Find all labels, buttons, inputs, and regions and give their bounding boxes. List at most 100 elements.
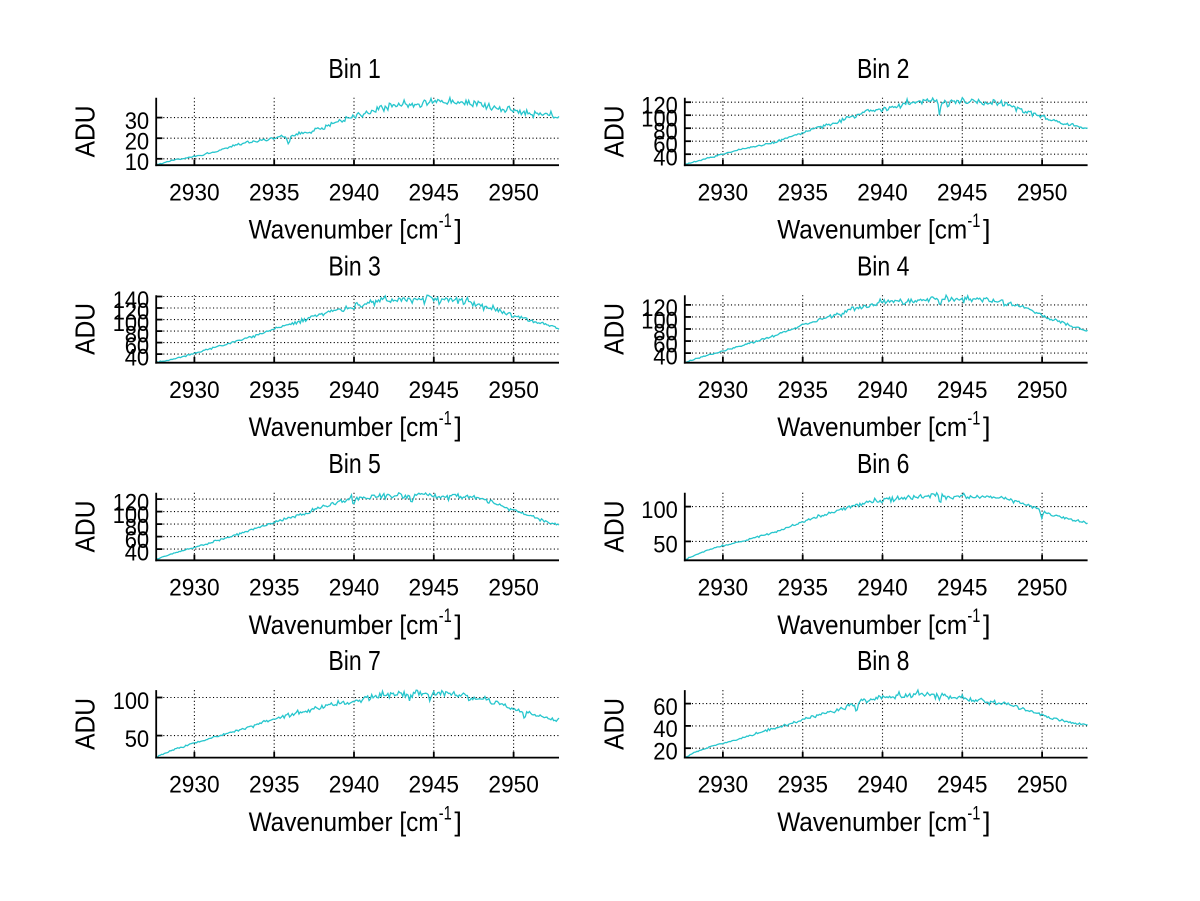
svg-text:Wavenumber [cm: Wavenumber [cm — [777, 610, 967, 640]
svg-text:Wavenumber [cm: Wavenumber [cm — [249, 215, 439, 245]
svg-text:2935: 2935 — [777, 574, 828, 601]
svg-text:100: 100 — [641, 106, 678, 133]
svg-text:2930: 2930 — [698, 772, 749, 799]
svg-text:ADU: ADU — [598, 303, 629, 355]
svg-text:]: ] — [983, 215, 990, 245]
svg-text:2945: 2945 — [937, 574, 988, 601]
svg-text:2940: 2940 — [857, 179, 908, 206]
svg-text:2945: 2945 — [409, 574, 460, 601]
svg-text:2950: 2950 — [488, 772, 539, 799]
svg-text:2940: 2940 — [329, 377, 380, 404]
svg-text:60: 60 — [653, 132, 678, 159]
svg-text:100: 100 — [113, 688, 150, 715]
svg-text:Bin 7: Bin 7 — [328, 645, 381, 676]
svg-text:120: 120 — [113, 298, 150, 325]
svg-text:2930: 2930 — [169, 772, 220, 799]
svg-text:2930: 2930 — [698, 377, 749, 404]
svg-text:Wavenumber [cm: Wavenumber [cm — [777, 215, 967, 245]
svg-text:2940: 2940 — [329, 772, 380, 799]
svg-text:]: ] — [454, 807, 461, 837]
svg-text:10: 10 — [125, 149, 150, 176]
svg-text:2945: 2945 — [409, 179, 460, 206]
svg-text:2950: 2950 — [1017, 772, 1068, 799]
svg-text:2935: 2935 — [249, 772, 300, 799]
svg-text:2950: 2950 — [488, 377, 539, 404]
svg-text:80: 80 — [653, 119, 678, 146]
svg-text:Wavenumber [cm: Wavenumber [cm — [249, 807, 439, 837]
svg-text:-1: -1 — [967, 408, 980, 430]
svg-text:Bin 5: Bin 5 — [328, 448, 381, 479]
svg-text:20: 20 — [653, 739, 678, 766]
svg-text:ADU: ADU — [598, 105, 629, 157]
svg-text:40: 40 — [653, 716, 678, 743]
svg-text:2950: 2950 — [1017, 377, 1068, 404]
svg-text:30: 30 — [125, 108, 150, 135]
svg-text:2945: 2945 — [409, 772, 460, 799]
svg-text:-1: -1 — [967, 605, 980, 627]
svg-text:Wavenumber [cm: Wavenumber [cm — [777, 412, 967, 442]
svg-text:2940: 2940 — [857, 574, 908, 601]
svg-text:2945: 2945 — [937, 772, 988, 799]
svg-text:60: 60 — [125, 527, 150, 554]
svg-text:80: 80 — [653, 319, 678, 346]
svg-text:60: 60 — [125, 333, 150, 360]
svg-text:2930: 2930 — [169, 179, 220, 206]
svg-text:40: 40 — [125, 539, 150, 566]
svg-text:-1: -1 — [439, 210, 452, 232]
svg-text:2940: 2940 — [329, 574, 380, 601]
svg-text:40: 40 — [653, 145, 678, 172]
svg-text:2945: 2945 — [937, 179, 988, 206]
svg-text:120: 120 — [641, 93, 678, 120]
svg-text:]: ] — [983, 610, 990, 640]
svg-text:]: ] — [983, 807, 990, 837]
svg-text:-1: -1 — [967, 802, 980, 824]
svg-text:2940: 2940 — [329, 179, 380, 206]
svg-text:40: 40 — [125, 344, 150, 371]
svg-text:2935: 2935 — [777, 377, 828, 404]
svg-text:]: ] — [454, 610, 461, 640]
svg-text:40: 40 — [653, 343, 678, 370]
svg-text:2930: 2930 — [698, 574, 749, 601]
svg-text:140: 140 — [113, 287, 150, 314]
svg-text:-1: -1 — [439, 802, 452, 824]
svg-text:2950: 2950 — [488, 179, 539, 206]
svg-text:20: 20 — [125, 129, 150, 156]
svg-text:100: 100 — [641, 307, 678, 334]
svg-text:Wavenumber [cm: Wavenumber [cm — [249, 610, 439, 640]
svg-text:2945: 2945 — [937, 377, 988, 404]
svg-text:-1: -1 — [439, 408, 452, 430]
svg-text:2940: 2940 — [857, 772, 908, 799]
svg-text:2950: 2950 — [1017, 574, 1068, 601]
svg-text:2935: 2935 — [249, 377, 300, 404]
svg-text:]: ] — [454, 215, 461, 245]
svg-text:80: 80 — [125, 514, 150, 541]
svg-text:120: 120 — [113, 489, 150, 516]
svg-text:2940: 2940 — [857, 377, 908, 404]
svg-text:2935: 2935 — [249, 179, 300, 206]
svg-text:Bin 1: Bin 1 — [328, 53, 381, 84]
svg-text:]: ] — [983, 412, 990, 442]
svg-text:Bin 8: Bin 8 — [857, 645, 910, 676]
svg-text:2930: 2930 — [169, 377, 220, 404]
svg-text:2930: 2930 — [169, 574, 220, 601]
svg-text:80: 80 — [125, 321, 150, 348]
svg-text:2935: 2935 — [777, 179, 828, 206]
svg-text:ADU: ADU — [70, 105, 101, 157]
svg-text:ADU: ADU — [70, 501, 101, 553]
svg-text:ADU: ADU — [70, 698, 101, 750]
svg-text:Bin 4: Bin 4 — [857, 250, 910, 281]
svg-text:50: 50 — [653, 532, 678, 559]
svg-text:2950: 2950 — [1017, 179, 1068, 206]
svg-text:ADU: ADU — [70, 303, 101, 355]
svg-text:]: ] — [454, 412, 461, 442]
svg-text:2950: 2950 — [488, 574, 539, 601]
svg-text:60: 60 — [653, 331, 678, 358]
svg-text:2930: 2930 — [698, 179, 749, 206]
svg-text:ADU: ADU — [598, 698, 629, 750]
svg-text:ADU: ADU — [598, 501, 629, 553]
svg-text:Bin 6: Bin 6 — [857, 448, 910, 479]
svg-text:50: 50 — [125, 726, 150, 753]
svg-text:Wavenumber [cm: Wavenumber [cm — [777, 807, 967, 837]
svg-text:-1: -1 — [967, 210, 980, 232]
svg-text:Bin 2: Bin 2 — [857, 53, 910, 84]
